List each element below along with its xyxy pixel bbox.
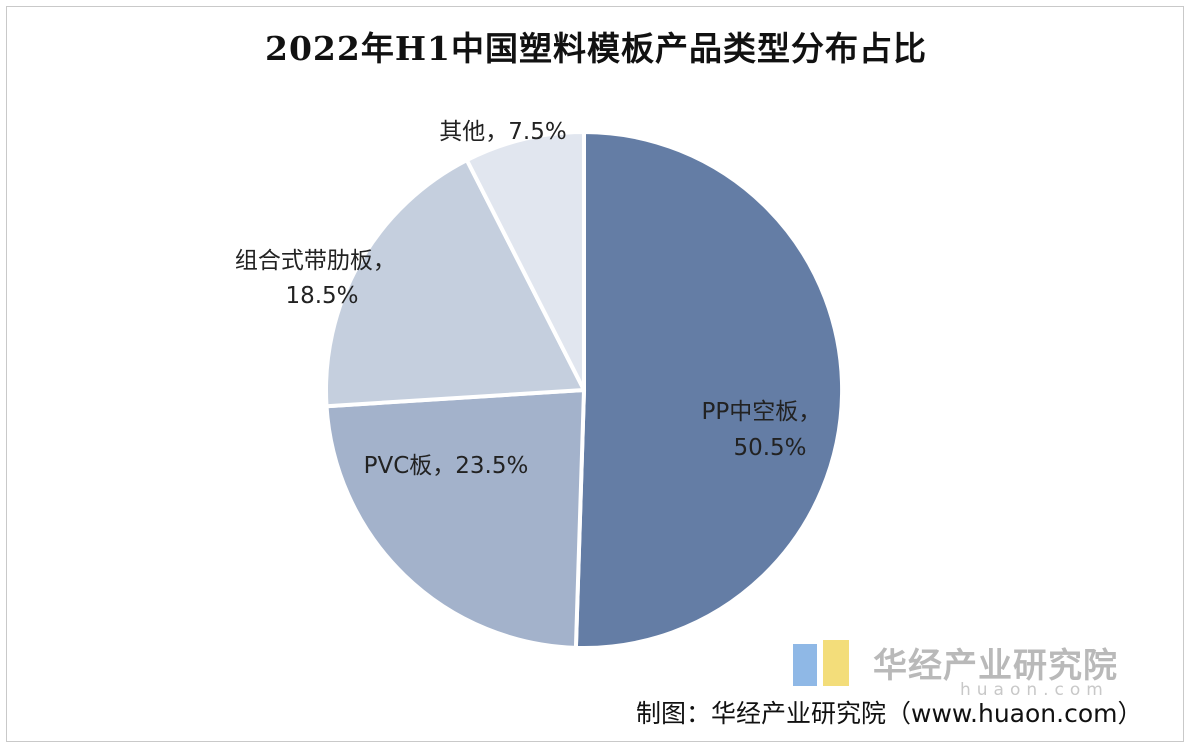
pie-slice-2 [324,158,586,409]
chart-title: 2022年H1中国塑料模板产品类型分布占比 [265,29,927,68]
source-note: 制图：华经产业研究院（www.huaon.com） [636,699,1143,728]
pie-slice-1 [324,388,586,650]
watermark-url: huaon.com [960,680,1109,700]
pie-slice-3 [464,130,586,392]
slice-label-combo: 组合式带肋板， 18.5% [235,248,403,309]
pie-slices [324,130,845,650]
watermark-logo-icon [793,640,849,686]
slice-label-pp: PP中空板， 50.5% [701,399,828,461]
watermark-name: 华经产业研究院 [873,646,1118,686]
slice-label-pvc: PVC板，23.5% [364,453,529,479]
pie-slice-0 [573,130,845,650]
slice-label-other: 其他，7.5% [439,119,566,145]
